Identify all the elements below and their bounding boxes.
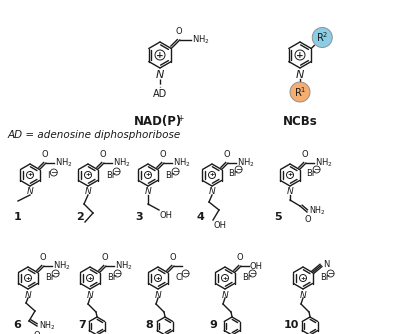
Text: NH$_2$: NH$_2$ [53, 260, 70, 273]
Text: N: N [296, 70, 304, 80]
Text: O: O [102, 253, 108, 262]
Text: Br: Br [228, 168, 237, 177]
Circle shape [312, 27, 332, 47]
Text: N: N [87, 291, 93, 300]
Text: +: + [85, 172, 91, 177]
Text: R$^1$: R$^1$ [294, 85, 306, 99]
Text: +: + [296, 50, 304, 59]
Text: −: − [113, 167, 120, 176]
Text: +: + [27, 172, 33, 177]
Text: O: O [236, 253, 243, 262]
Text: −: − [50, 168, 57, 177]
Text: N: N [323, 260, 329, 269]
Text: N: N [287, 187, 293, 196]
Text: O: O [40, 253, 46, 262]
Text: 4: 4 [196, 212, 204, 222]
Text: +: + [25, 276, 31, 281]
Text: +: + [222, 276, 228, 281]
Text: N: N [222, 291, 228, 300]
Text: N: N [156, 70, 164, 80]
Text: 7: 7 [78, 320, 86, 330]
Text: NH$_2$: NH$_2$ [113, 157, 130, 169]
Text: 9: 9 [209, 320, 217, 330]
Text: −: − [313, 165, 320, 174]
Text: O: O [34, 331, 40, 334]
Text: +: + [209, 172, 215, 177]
Text: Br: Br [107, 273, 116, 282]
Text: Br: Br [165, 170, 174, 179]
Text: OH: OH [214, 221, 227, 230]
Text: O: O [302, 150, 308, 159]
Text: Br: Br [306, 168, 315, 177]
Text: N: N [27, 187, 33, 196]
Text: +: + [155, 276, 161, 281]
Text: NH$_2$: NH$_2$ [173, 157, 190, 169]
Text: NH$_2$: NH$_2$ [309, 205, 326, 217]
Text: −: − [172, 167, 179, 176]
Text: O: O [160, 150, 166, 159]
Text: O: O [100, 150, 106, 159]
Text: N: N [85, 187, 91, 196]
Text: $^+$: $^+$ [176, 114, 185, 124]
Text: N: N [25, 291, 31, 300]
Text: NCBs: NCBs [283, 115, 317, 128]
Text: −: − [327, 269, 334, 278]
Text: O: O [224, 150, 230, 159]
Text: +: + [156, 50, 164, 59]
Text: −: − [235, 165, 242, 174]
Text: O: O [42, 150, 48, 159]
Text: 8: 8 [145, 320, 153, 330]
Text: R$^2$: R$^2$ [316, 31, 328, 44]
Text: O: O [170, 253, 176, 262]
Text: N: N [209, 187, 215, 196]
Text: 3: 3 [135, 212, 143, 222]
Text: N: N [145, 187, 151, 196]
Text: Br: Br [45, 273, 54, 282]
Text: +: + [87, 276, 93, 281]
Text: −: − [249, 269, 256, 278]
Text: AD = adenosine diphosphoribose: AD = adenosine diphosphoribose [8, 130, 181, 140]
Text: O: O [176, 27, 182, 36]
Text: 10: 10 [283, 320, 299, 330]
Text: N: N [300, 291, 306, 300]
Text: −: − [182, 269, 189, 278]
Text: OH: OH [250, 262, 263, 271]
Text: N: N [155, 291, 161, 300]
Text: −: − [114, 269, 121, 278]
Text: Cl: Cl [175, 273, 183, 282]
Text: −: − [52, 269, 59, 278]
Text: 6: 6 [13, 320, 21, 330]
Text: 5: 5 [274, 212, 282, 222]
Text: OH: OH [160, 211, 173, 220]
Text: NAD(P): NAD(P) [134, 115, 182, 128]
Text: NH$_2$: NH$_2$ [115, 260, 132, 273]
Text: I: I [47, 171, 50, 180]
Text: NH$_2$: NH$_2$ [192, 34, 209, 46]
Text: NH$_2$: NH$_2$ [55, 157, 72, 169]
Text: NH$_2$: NH$_2$ [39, 320, 56, 332]
Text: AD: AD [153, 89, 167, 99]
Text: NH$_2$: NH$_2$ [315, 157, 332, 169]
Text: 2: 2 [76, 212, 84, 222]
Text: +: + [287, 172, 293, 177]
Text: Br: Br [320, 273, 329, 282]
Text: O: O [305, 215, 311, 224]
Text: +: + [145, 172, 151, 177]
Text: Br: Br [106, 170, 115, 179]
Text: 1: 1 [14, 212, 22, 222]
Text: NH$_2$: NH$_2$ [237, 157, 254, 169]
Circle shape [290, 82, 310, 102]
Text: Br: Br [242, 273, 251, 282]
Text: +: + [300, 276, 306, 281]
